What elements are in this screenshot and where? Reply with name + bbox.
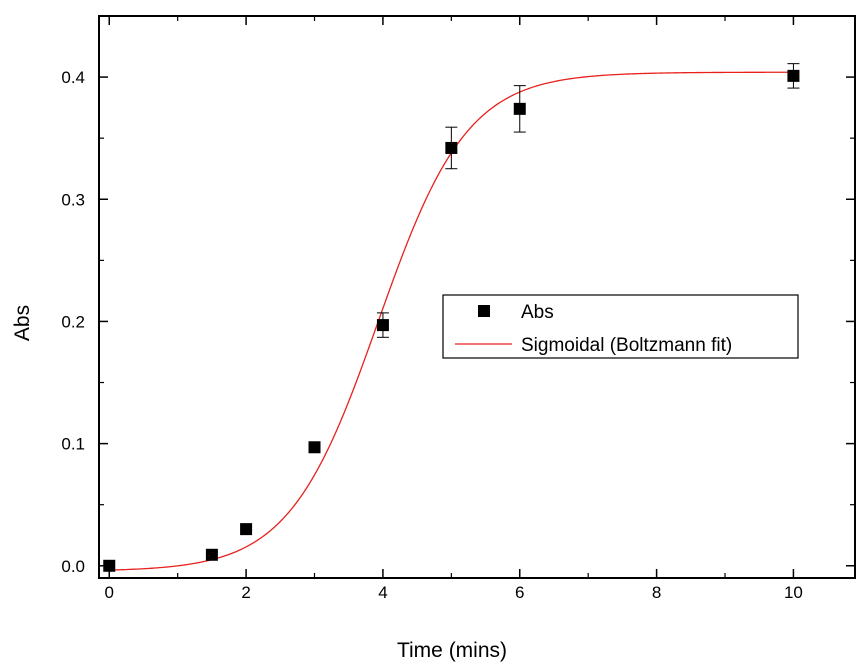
- plot-frame: [98, 15, 856, 579]
- data-point: [205, 548, 218, 561]
- x-tick-label: 10: [784, 583, 803, 602]
- y-axis-ticks: 0.0 0.1 0.2 0.3 0.4: [61, 15, 855, 576]
- x-tick-label: 0: [105, 583, 114, 602]
- x-tick-label: 4: [378, 583, 387, 602]
- x-axis-ticks: 0 2 4 6 8 10: [105, 16, 803, 602]
- data-point: [103, 559, 116, 572]
- plot-area: [103, 63, 800, 572]
- legend-label-abs: Abs: [521, 302, 554, 323]
- x-tick-label: 6: [515, 583, 524, 602]
- data-point: [513, 102, 526, 115]
- legend-label-fit: Sigmoidal (Boltzmann fit): [521, 335, 732, 356]
- y-tick-label: 0.2: [61, 312, 85, 331]
- x-tick-label: 8: [652, 583, 661, 602]
- data-point: [308, 441, 321, 454]
- y-tick-label: 0.0: [61, 557, 85, 576]
- y-tick-label: 0.1: [61, 435, 85, 454]
- data-point: [445, 141, 458, 154]
- axes-frame: [98, 15, 856, 579]
- y-tick-label: 0.4: [61, 68, 85, 87]
- y-tick-label: 0.3: [61, 190, 85, 209]
- legend-marker-abs: [478, 305, 490, 317]
- data-point: [787, 69, 800, 82]
- legend: Abs Sigmoidal (Boltzmann fit): [442, 294, 799, 359]
- y-axis-label: Abs: [11, 305, 34, 341]
- x-tick-label: 2: [241, 583, 250, 602]
- data-point: [240, 523, 253, 536]
- data-point: [376, 319, 389, 332]
- legend-box: [442, 294, 799, 359]
- x-axis-label: Time (mins): [397, 639, 507, 662]
